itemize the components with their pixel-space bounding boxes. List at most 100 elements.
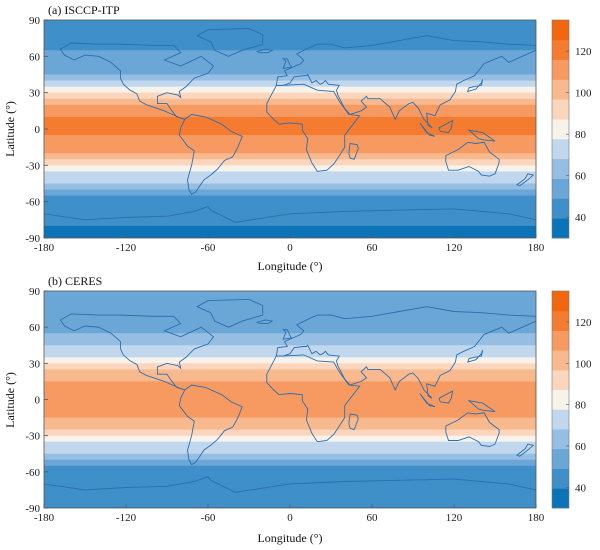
heat-band: [44, 189, 536, 197]
heat-band: [44, 26, 536, 33]
heat-band: [44, 459, 536, 467]
coastline: [196, 298, 264, 328]
colorbar-swatch: [552, 468, 569, 489]
panel-a-title: (a) ISCCP-ITP: [48, 3, 120, 17]
x-tick-label: 180: [528, 512, 545, 524]
heat-band: [44, 495, 536, 503]
y-tick-label: -90: [25, 233, 40, 245]
heat-band: [44, 135, 536, 142]
colorbar-tick-label: 80: [575, 400, 587, 412]
coastline: [178, 114, 243, 196]
x-tick-label: 180: [528, 242, 545, 254]
panel-b-title: (b) CERES: [48, 274, 102, 288]
heat-band: [44, 213, 536, 221]
heat-band: [44, 429, 536, 437]
heat-band: [44, 381, 536, 388]
heat-band: [44, 477, 536, 485]
heat-band: [44, 92, 536, 100]
y-tick-label: 0: [35, 395, 41, 407]
colorbar-frame: [551, 290, 570, 509]
coastline: [282, 329, 293, 340]
heat-band: [44, 122, 536, 130]
heat-band: [44, 207, 536, 215]
heat-band: [44, 405, 536, 413]
y-tick-label: 60: [29, 51, 41, 63]
heat-band: [44, 147, 536, 154]
heat-band: [44, 116, 536, 124]
coastline: [445, 141, 500, 177]
coastline: [467, 129, 496, 142]
y-tick-label: 30: [29, 88, 41, 100]
coastline: [266, 354, 361, 443]
colorbar-frame: [551, 19, 570, 239]
y-tick-label: -30: [25, 160, 40, 172]
x-tick-label: -60: [201, 512, 216, 524]
panel-b-x-label: Longitude (°): [257, 531, 322, 545]
panel-a-heatmap: [44, 20, 536, 238]
panel-a-colorbar: 120 100 80 60 40: [551, 19, 592, 239]
heat-band: [44, 411, 536, 419]
panel-a: (a) ISCCP-ITP -180 -120 -60 0 60 120 180 90 60 3…: [3, 3, 592, 273]
coastline: [445, 412, 500, 447]
heat-band: [44, 171, 536, 178]
heat-band: [44, 153, 536, 160]
heat-band: [44, 471, 536, 479]
coastline: [438, 119, 454, 134]
panel-a-y-ticks: 90 60 30 0 -30 -60 -90: [25, 15, 48, 245]
colorbar-swatch: [552, 99, 569, 120]
colorbar-swatch: [552, 429, 569, 450]
coastline: [59, 313, 215, 391]
heat-band: [44, 339, 536, 346]
colorbar-tick-label: 40: [575, 212, 587, 224]
panel-b-x-ticks: -180 -120 -60 0 60 120 180: [34, 504, 545, 524]
coastline: [275, 306, 536, 399]
coastline: [419, 393, 436, 408]
panel-b-y-ticks: 90 60 30 0 -30 -60 -90: [25, 286, 48, 515]
heat-band: [44, 297, 536, 304]
panel-a-coastlines: [44, 28, 536, 238]
y-tick-label: -30: [25, 431, 40, 443]
heat-band: [44, 357, 536, 364]
heat-band: [44, 453, 536, 461]
heat-band: [44, 387, 536, 394]
heat-band: [44, 363, 536, 370]
heat-band: [44, 80, 536, 88]
x-tick-label: 60: [367, 512, 379, 524]
colorbar-swatch: [552, 198, 569, 219]
panel-a-x-label: Longitude (°): [257, 259, 322, 273]
coastline: [516, 443, 535, 457]
heat-band: [44, 129, 536, 136]
heat-band: [44, 489, 536, 497]
heat-band: [44, 423, 536, 431]
coastline: [282, 58, 293, 69]
panel-b-colorbar: 120 100 80 60 40: [551, 290, 592, 509]
coastline: [419, 122, 436, 137]
colorbar-swatch: [552, 310, 569, 331]
heat-band: [44, 303, 536, 310]
heat-band: [44, 345, 536, 352]
heat-band: [44, 183, 536, 191]
y-tick-label: 90: [29, 15, 41, 27]
coastline: [438, 390, 454, 404]
heat-band: [44, 321, 536, 328]
x-tick-label: 120: [446, 242, 463, 254]
heat-band: [44, 74, 536, 82]
colorbar-swatch: [552, 79, 569, 100]
colorbar-swatch: [552, 369, 569, 391]
y-tick-label: -60: [25, 197, 40, 209]
y-tick-label: -60: [25, 467, 40, 479]
colorbar-tick-label: 120: [575, 46, 592, 58]
colorbar-swatch: [552, 158, 569, 179]
coastline: [516, 173, 535, 187]
heat-band: [44, 165, 536, 172]
heat-band: [44, 375, 536, 382]
coastline: [255, 48, 274, 54]
colorbar-swatch: [552, 448, 569, 469]
heat-band: [44, 141, 536, 148]
heat-band: [44, 351, 536, 358]
heat-band: [44, 110, 536, 118]
colorbar-swatch: [552, 178, 569, 199]
colorbar-swatch: [552, 330, 569, 351]
colorbar-swatch: [552, 119, 569, 140]
heat-band: [44, 50, 536, 57]
